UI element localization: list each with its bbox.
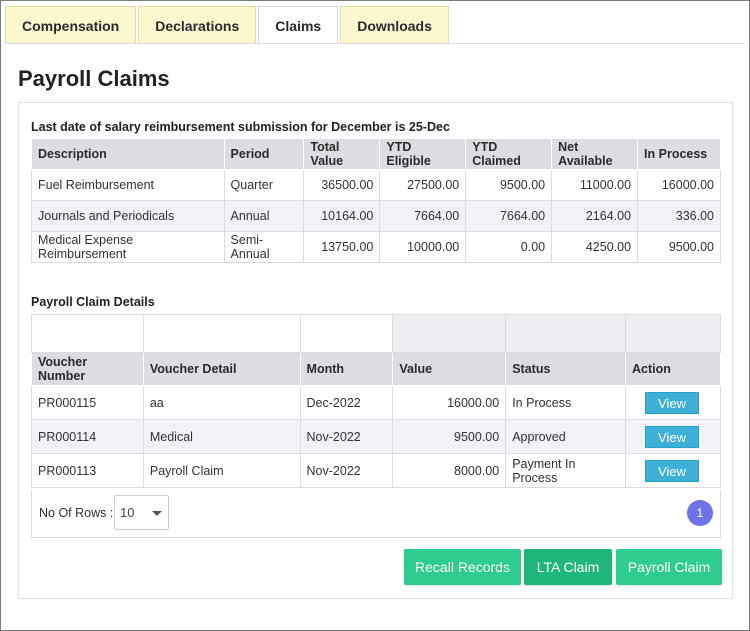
summary-cell-net-available: 4250.00 (551, 231, 639, 263)
status-cell: Approved (505, 419, 627, 454)
value-cell: 8000.00 (392, 453, 507, 488)
claims-card: Last date of salary reimbursement submis… (18, 102, 733, 599)
summary-cell-in-process: 9500.00 (637, 231, 721, 263)
tab-compensation[interactable]: Compensation (5, 6, 137, 44)
recall-records-button[interactable]: Recall Records (404, 549, 521, 585)
details-header-voucher-number: Voucher Number (31, 352, 144, 386)
summary-cell-in-process: 336.00 (637, 200, 721, 232)
summary-cell-ytd-claimed: 9500.00 (465, 169, 553, 201)
summary-header-description: Description (31, 138, 225, 170)
summary-cell-description: Journals and Periodicals (31, 200, 225, 232)
value-cell: 16000.00 (392, 385, 507, 420)
voucher-detail-cell: aa (142, 385, 301, 420)
summary-cell-period: Annual (223, 200, 305, 232)
summary-header-in-process: In Process (637, 138, 721, 170)
tab-divider (5, 43, 745, 44)
filter-voucher-detail[interactable] (142, 314, 301, 353)
voucher-detail-cell: Payroll Claim (142, 453, 301, 488)
tab-bar: Compensation Declarations Claims Downloa… (5, 6, 451, 44)
summary-cell-period: Semi-Annual (223, 231, 305, 263)
rows-per-page-value: 10 (120, 505, 135, 520)
month-cell: Dec-2022 (299, 385, 394, 420)
tab-downloads[interactable]: Downloads (340, 6, 449, 44)
details-header-status: Status (505, 352, 627, 386)
submission-notice: Last date of salary reimbursement submis… (31, 120, 450, 134)
details-header-action: Action (625, 352, 721, 386)
summary-cell-description: Medical Expense Reimbursement (31, 231, 225, 263)
page-title: Payroll Claims (18, 66, 170, 91)
voucher-number-cell: PR000115 (31, 385, 144, 420)
summary-cell-ytd-claimed: 7664.00 (465, 200, 553, 232)
table-row: PR000114 Medical Nov-2022 9500.00 Approv… (31, 419, 721, 454)
claim-details-title: Payroll Claim Details (31, 295, 155, 309)
summary-header-row: Description Period Total Value YTD Eligi… (31, 138, 721, 170)
summary-cell-ytd-eligible: 27500.00 (379, 169, 467, 201)
summary-cell-total-value: 36500.00 (303, 169, 381, 201)
summary-cell-description: Fuel Reimbursement (31, 169, 225, 201)
summary-header-total-value: Total Value (303, 138, 381, 170)
details-header-row: Voucher Number Voucher Detail Month Valu… (31, 352, 721, 386)
status-cell: In Process (505, 385, 627, 420)
table-row: PR000115 aa Dec-2022 16000.00 In Process… (31, 385, 721, 420)
view-button[interactable]: View (645, 391, 700, 414)
details-header-voucher-detail: Voucher Detail (142, 352, 301, 386)
summary-cell-total-value: 10164.00 (303, 200, 381, 232)
value-cell: 9500.00 (392, 419, 507, 454)
summary-cell-net-available: 11000.00 (551, 169, 639, 201)
filter-status (505, 314, 627, 353)
tab-claims[interactable]: Claims (258, 6, 339, 44)
page-number-button[interactable]: 1 (687, 500, 713, 526)
view-button[interactable]: View (645, 425, 700, 448)
voucher-detail-cell: Medical (142, 419, 301, 454)
view-button[interactable]: View (645, 459, 700, 482)
payroll-claim-button[interactable]: Payroll Claim (616, 549, 722, 585)
rows-per-page-select[interactable]: 10 (114, 495, 169, 530)
summary-cell-ytd-eligible: 10000.00 (379, 231, 467, 263)
summary-row: Journals and Periodicals Annual 10164.00… (31, 200, 721, 232)
summary-cell-ytd-eligible: 7664.00 (379, 200, 467, 232)
summary-cell-period: Quarter (223, 169, 305, 201)
summary-cell-total-value: 13750.00 (303, 231, 381, 263)
summary-cell-ytd-claimed: 0.00 (465, 231, 553, 263)
voucher-number-cell: PR000113 (31, 453, 144, 488)
filter-row (31, 314, 721, 353)
tab-declarations[interactable]: Declarations (138, 6, 257, 44)
filter-month[interactable] (299, 314, 394, 353)
action-cell: View (625, 453, 721, 488)
action-cell: View (625, 419, 721, 454)
filter-voucher-number[interactable] (31, 314, 144, 353)
table-row: PR000113 Payroll Claim Nov-2022 8000.00 … (31, 453, 721, 488)
summary-header-period: Period (223, 138, 305, 170)
summary-table: Description Period Total Value YTD Eligi… (31, 138, 721, 263)
summary-header-ytd-claimed: YTD Claimed (465, 138, 553, 170)
details-header-month: Month (299, 352, 394, 386)
voucher-number-cell: PR000114 (31, 419, 144, 454)
chevron-down-icon (152, 511, 162, 516)
month-cell: Nov-2022 (299, 419, 394, 454)
summary-header-net-available: Net Available (551, 138, 639, 170)
lta-claim-button[interactable]: LTA Claim (524, 549, 612, 585)
summary-header-ytd-eligible: YTD Eligible (379, 138, 467, 170)
filter-value (392, 314, 507, 353)
details-header-value: Value (392, 352, 507, 386)
summary-cell-in-process: 16000.00 (637, 169, 721, 201)
filter-action (625, 314, 721, 353)
table-footer: No Of Rows : 10 1 (31, 490, 721, 538)
month-cell: Nov-2022 (299, 453, 394, 488)
summary-cell-net-available: 2164.00 (551, 200, 639, 232)
rows-per-page-label: No Of Rows : (39, 506, 114, 520)
status-cell: Payment In Process (505, 453, 627, 488)
summary-row: Medical Expense Reimbursement Semi-Annua… (31, 231, 721, 263)
claim-details-table: Voucher Number Voucher Detail Month Valu… (31, 314, 721, 488)
action-cell: View (625, 385, 721, 420)
summary-row: Fuel Reimbursement Quarter 36500.00 2750… (31, 169, 721, 201)
